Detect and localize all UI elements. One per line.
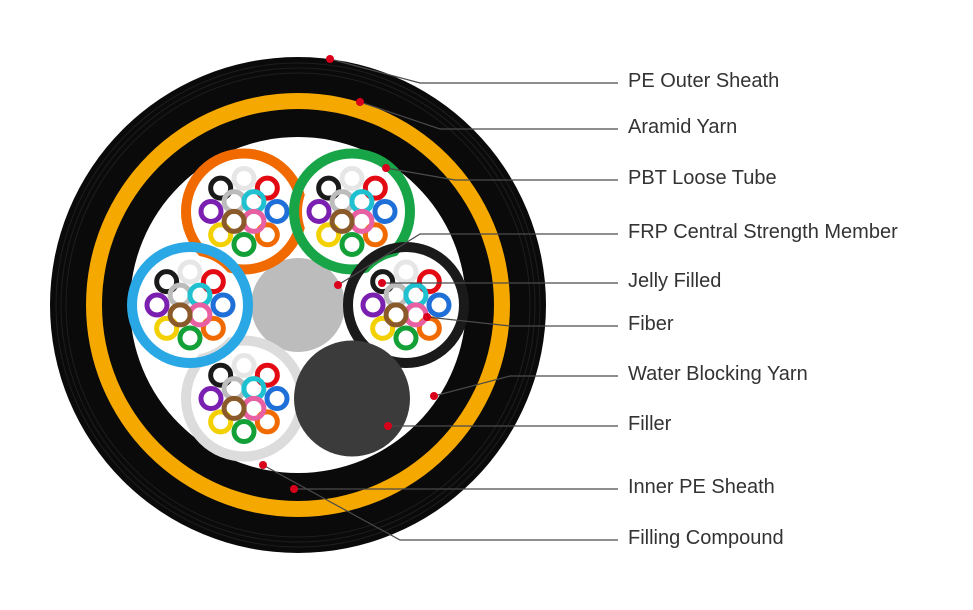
label-jelly: Jelly Filled (628, 270, 721, 293)
label-frp: FRP Central Strength Member (628, 221, 898, 244)
cable-svg (0, 0, 973, 610)
label-wby: Water Blocking Yarn (628, 363, 808, 386)
label-filler: Filler (628, 413, 671, 436)
label-pe_outer: PE Outer Sheath (628, 70, 779, 93)
label-pbt: PBT Loose Tube (628, 167, 777, 190)
diagram-canvas: PE Outer Sheath Aramid Yarn PBT Loose Tube… (0, 0, 973, 610)
label-fiber: Fiber (628, 313, 674, 336)
label-aramid: Aramid Yarn (628, 116, 737, 139)
label-inner_pe: Inner PE Sheath (628, 476, 775, 499)
label-fillcomp: Filling Compound (628, 527, 784, 550)
